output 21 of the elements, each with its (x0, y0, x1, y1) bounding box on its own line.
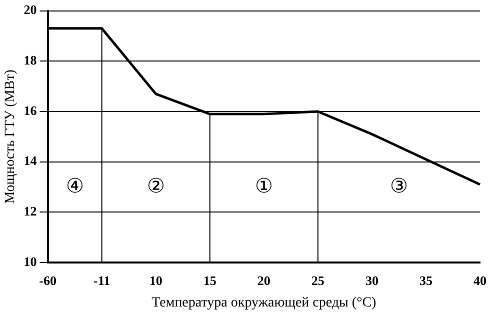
x-tick-label: 40 (474, 272, 486, 288)
y-tick-label: 10 (24, 254, 37, 269)
x-tick-label: 10 (149, 272, 162, 288)
annotation: ② (146, 175, 165, 198)
y-tick-label: 20 (24, 2, 37, 18)
annotation: ① (254, 175, 273, 198)
x-tick-label: -60 (39, 272, 56, 288)
x-tick-label: 20 (257, 272, 270, 288)
y-tick-label: 12 (24, 204, 37, 219)
y-tick-label: 14 (24, 153, 38, 168)
y-tick-label: 16 (24, 102, 38, 118)
y-tick-label: 18 (24, 52, 38, 68)
x-tick-label: -11 (94, 272, 110, 288)
annotation: ④ (66, 175, 84, 198)
x-tick-label: 25 (311, 272, 325, 288)
annotation: ③ (390, 175, 408, 198)
x-tick-label: 30 (365, 272, 378, 288)
y-axis-title: Мощность ГТУ (МВт) (3, 69, 18, 204)
x-axis-title: Температура окружающей среды (°C) (152, 295, 377, 310)
x-tick-label: 15 (203, 272, 217, 288)
x-tick-label: 35 (419, 272, 433, 288)
